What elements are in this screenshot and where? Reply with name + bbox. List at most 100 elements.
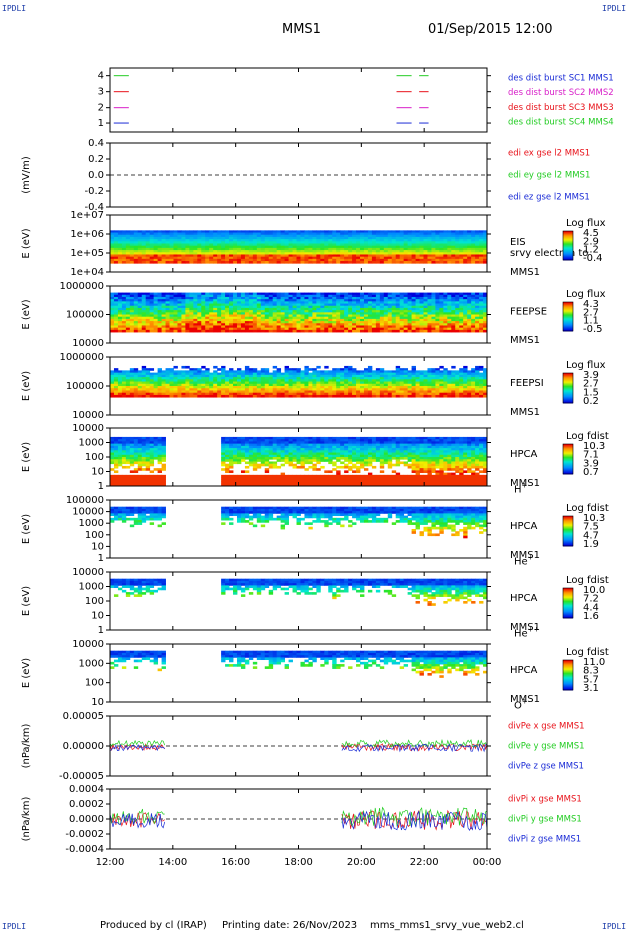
colorbar-tick-label: 3.9 — [583, 370, 599, 381]
corner-label-tr: IPDLI — [602, 4, 627, 13]
colorbar-frame — [562, 587, 574, 619]
panel-divpi-plot — [109, 806, 488, 832]
colorbar-tick-label: 5.7 — [583, 674, 599, 685]
colorbar-tick-label: 10.0 — [583, 585, 605, 596]
y-tick-label: 1000000 — [59, 352, 104, 363]
y-tick-label: -0.4 — [84, 202, 104, 213]
y-tick-label: 1000 — [79, 582, 104, 593]
y-tick-label: 10 — [91, 697, 104, 708]
y-tick-label: 1 — [98, 625, 104, 636]
side-label: HPCA — [510, 449, 538, 460]
side-label: srvy electron to — [510, 248, 588, 259]
panel-burst: 4 3 2 1 des dist burst SC1 MMS1 des dist burs… — [98, 67, 614, 133]
y-tick-label: -0.00005 — [59, 771, 104, 782]
y-tick-label: 0.2 — [88, 154, 104, 165]
side-label: EIS — [510, 237, 526, 248]
y-tick-label: 100 — [85, 678, 104, 689]
colorbar-tick-label: 1.6 — [583, 611, 599, 622]
y-tick-label: 0.0000 — [69, 814, 104, 825]
y-axis-label: E (eV) — [21, 442, 32, 472]
x-tick-label: 16:00 — [221, 857, 250, 868]
colorbar-frame — [562, 515, 574, 547]
y-tick-label: 1000000 — [59, 281, 104, 292]
colorbar-frame — [562, 659, 574, 691]
colorbar-frame — [562, 230, 574, 261]
colorbar-tick-label: 2.9 — [583, 236, 599, 247]
colorbar-tick-label: 2.7 — [583, 379, 599, 390]
colorbar-tick-label: 10.3 — [583, 513, 605, 524]
colorbar-tick-label: 8.3 — [583, 666, 599, 677]
x-tick-label: 14:00 — [158, 857, 187, 868]
species-charge: + — [522, 697, 528, 705]
series-trace — [109, 813, 166, 829]
y-tick-label: 100 — [85, 452, 104, 463]
colorbar-tick-label: -0.5 — [583, 324, 603, 335]
y-tick-label: 10000 — [72, 639, 104, 650]
y-axis-label: E (eV) — [21, 658, 32, 688]
corner-label-bl: IPDLI — [2, 922, 27, 931]
legend-entry: divPe z gse MMS1 — [508, 762, 584, 772]
y-tick-label: -0.0002 — [65, 829, 104, 840]
x-tick-label: 18:00 — [284, 857, 313, 868]
y-axis-label: E (eV) — [21, 299, 32, 329]
footer-printing: Printing date: 26/Nov/2023 — [222, 920, 358, 931]
x-tick-label: 12:00 — [96, 857, 125, 868]
side-label: HPCA — [510, 593, 538, 604]
y-axis-label: (nPa/km) — [21, 797, 32, 842]
panel-feepse-plot — [110, 292, 488, 333]
species-label: He++ — [514, 625, 540, 639]
y-tick-label: 10000 — [72, 567, 104, 578]
side-label: MMS1 — [510, 622, 540, 633]
colorbar-tick-label: 1.1 — [583, 316, 599, 327]
legend-entry: des dist burst SC1 MMS1 — [508, 74, 614, 84]
colorbar-tick-label: 4.3 — [583, 299, 599, 310]
side-label: HPCA — [510, 665, 538, 676]
species-label: He+ — [514, 553, 534, 567]
panel-divpe: 0.00005 0.00000 -0.00005 (nPa/km) divPe x gs… — [21, 711, 585, 782]
y-tick-label: 0.0002 — [69, 799, 104, 810]
legend-entry: divPi x gse MMS1 — [508, 795, 582, 805]
colorbar-tick-label: 0.2 — [583, 396, 599, 407]
colorbar-tick-label: 7.5 — [583, 522, 599, 533]
y-tick-label: 1e+06 — [70, 229, 104, 240]
colorbar-title: Log fdist — [566, 503, 609, 514]
y-tick-label: 100000 — [66, 495, 104, 506]
colorbar-title: Log flux — [566, 218, 606, 229]
y-tick-label: 10000 — [72, 338, 104, 349]
y-tick-label: 1 — [98, 481, 104, 492]
x-tick-label: 00:00 — [473, 857, 502, 868]
mission-title: MMS1 — [282, 22, 321, 37]
colorbar-tick-label: 10.3 — [583, 441, 605, 452]
colorbar-tick-label: 7.2 — [583, 594, 599, 605]
y-tick-label: 4 — [98, 71, 104, 82]
colorbar-frame — [562, 372, 574, 404]
species-charge: + — [522, 481, 528, 489]
y-tick-label: 10 — [91, 467, 104, 478]
colorbar-title: Log flux — [566, 289, 606, 300]
y-axis-label: E (eV) — [21, 514, 32, 544]
footer-produced: Produced by cl (IRAP) — [100, 920, 207, 931]
y-tick-label: 1e+04 — [70, 267, 104, 278]
colorbar-frame — [562, 301, 574, 332]
datetime-title: 01/Sep/2015 12:00 — [428, 22, 553, 37]
colorbar-title: Log fdist — [566, 431, 609, 442]
y-tick-label: 0.00000 — [63, 741, 104, 752]
legend-entry: edi ez gse l2 MMS1 — [508, 193, 590, 203]
y-axis-label: E (eV) — [21, 586, 32, 616]
y-tick-label: -0.2 — [84, 186, 104, 197]
y-tick-label: 10000 — [72, 423, 104, 434]
colorbar-tick-label: 0.7 — [583, 467, 599, 478]
y-axis-label: E (eV) — [21, 228, 32, 258]
colorbar-tick-label: 1.5 — [583, 387, 599, 398]
panel-hpca_o-plot — [110, 650, 488, 678]
species-charge: + — [528, 553, 534, 561]
y-tick-label: 100 — [85, 596, 104, 607]
panel-hpca_h-plot — [110, 436, 488, 487]
series-trace — [109, 744, 165, 752]
side-label: FEEPSE — [510, 307, 547, 318]
series-trace — [341, 810, 488, 832]
colorbar-tick-label: 2.7 — [583, 307, 599, 318]
y-tick-label: 10000 — [72, 410, 104, 421]
